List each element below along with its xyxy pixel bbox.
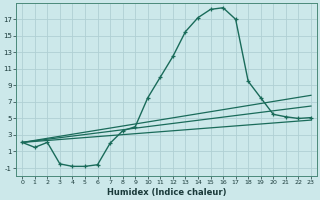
X-axis label: Humidex (Indice chaleur): Humidex (Indice chaleur) [107, 188, 226, 197]
